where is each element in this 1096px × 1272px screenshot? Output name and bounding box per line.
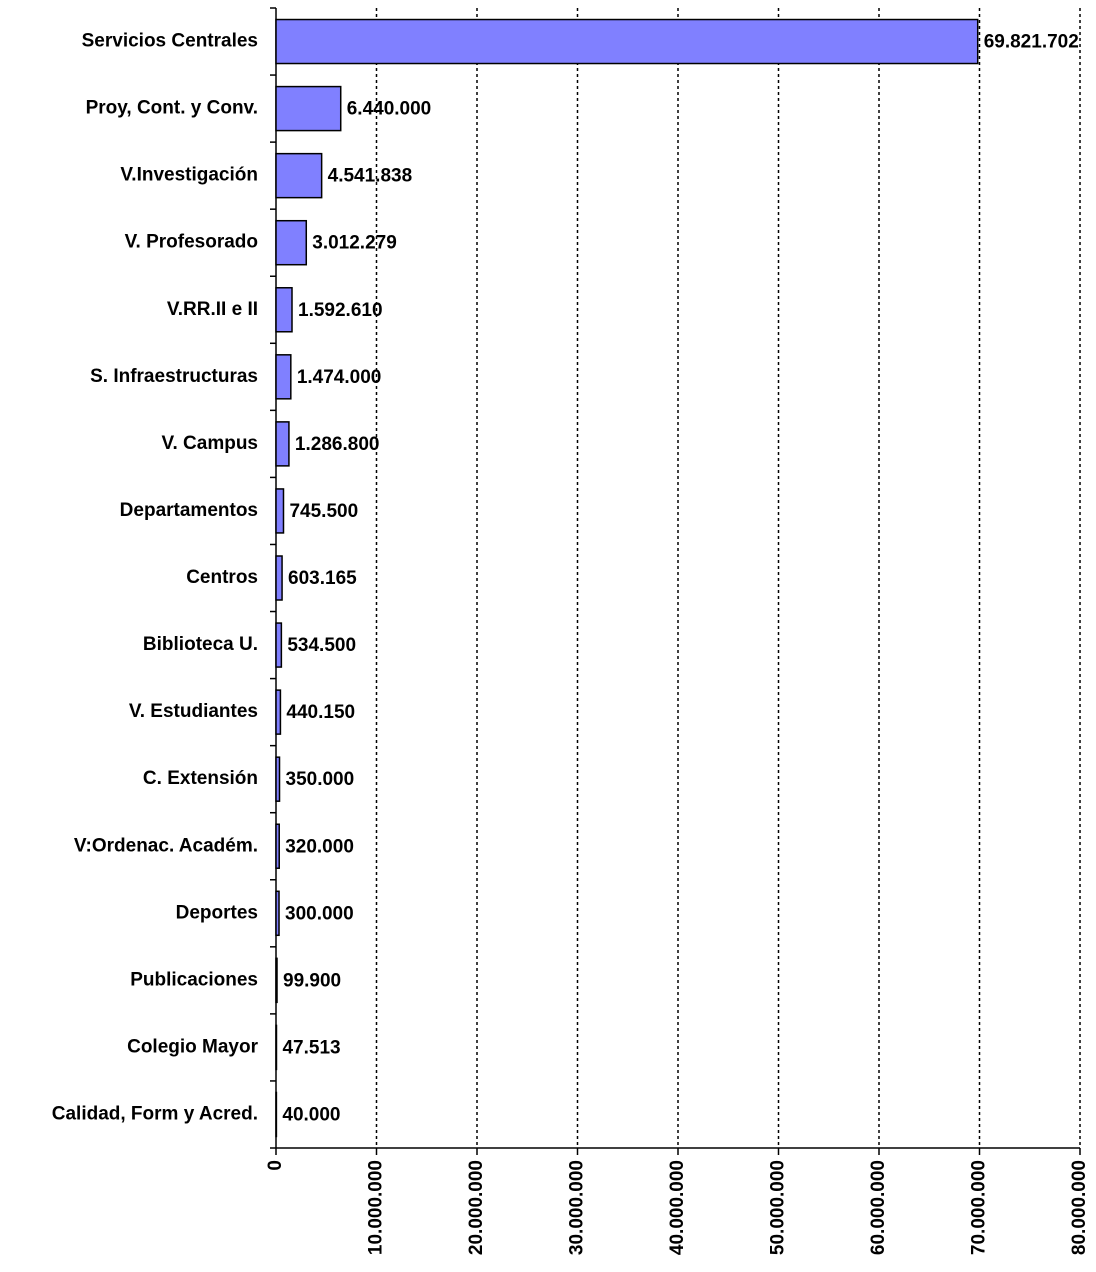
bar [275,823,280,869]
bar [275,957,278,1004]
y-tick-label: Publicaciones [130,969,258,990]
bar [275,354,292,400]
y-tick-label: V.Investigación [120,165,258,186]
value-label: 603.165 [288,568,357,589]
bar [275,756,281,802]
bar [275,219,308,266]
value-label: 300.000 [285,903,354,924]
value-label: 320.000 [285,836,354,857]
value-label: 745.500 [289,501,358,522]
value-label: 1.286.800 [295,434,380,455]
bar [275,488,285,534]
value-label: 3.012.279 [312,233,397,254]
y-tick-label: Proy, Cont. y Conv. [86,98,258,119]
bar [275,622,283,668]
bar [275,421,290,467]
y-tick-label: C. Extensión [143,768,258,789]
y-tick-label: Centros [186,567,258,588]
y-tick-label: V. Campus [162,433,258,454]
value-label: 47.513 [282,1037,340,1058]
value-label: 350.000 [286,769,355,790]
value-label: 1.474.000 [297,367,382,388]
y-tick-label: Colegio Mayor [127,1036,259,1057]
bar [275,18,979,65]
bar [275,555,283,601]
y-tick-label: Calidad, Form y Acred. [52,1103,258,1124]
value-label: 40.000 [282,1104,340,1125]
x-tick-label: 70.000.000 [969,1160,990,1255]
y-tick-label: V.RR.II e II [167,299,258,320]
x-tick-label: 50.000.000 [768,1160,789,1255]
x-tick-label: 0 [265,1160,286,1171]
x-tick-label: 10.000.000 [366,1160,387,1255]
y-tick-label: V:Ordenac. Académ. [74,835,258,856]
y-tick-label: Biblioteca U. [143,634,258,655]
y-tick-label: V. Profesorado [125,232,258,253]
x-tick-label: 30.000.000 [567,1160,588,1255]
x-tick-label: 80.000.000 [1069,1160,1090,1255]
value-label: 1.592.610 [298,300,383,321]
bar [275,287,293,333]
bar [275,152,323,199]
value-label: 534.500 [287,635,356,656]
y-tick-label: S. Infraestructuras [90,366,258,387]
y-tick-label: V. Estudiantes [129,701,258,722]
bar [275,689,282,735]
bar [275,85,342,132]
x-tick-label: 40.000.000 [667,1160,688,1255]
x-tick-label: 60.000.000 [868,1160,889,1255]
y-tick-label: Departamentos [120,500,258,521]
value-label: 440.150 [286,702,355,723]
value-label: 99.900 [283,970,341,991]
value-label: 4.541.838 [328,166,413,187]
y-tick-label: Deportes [176,902,258,923]
value-label: 6.440.000 [347,99,432,120]
bar [275,890,280,937]
y-tick-label: Servicios Centrales [82,31,258,52]
x-tick-label: 20.000.000 [466,1160,487,1255]
value-label: 69.821.702 [984,32,1079,53]
